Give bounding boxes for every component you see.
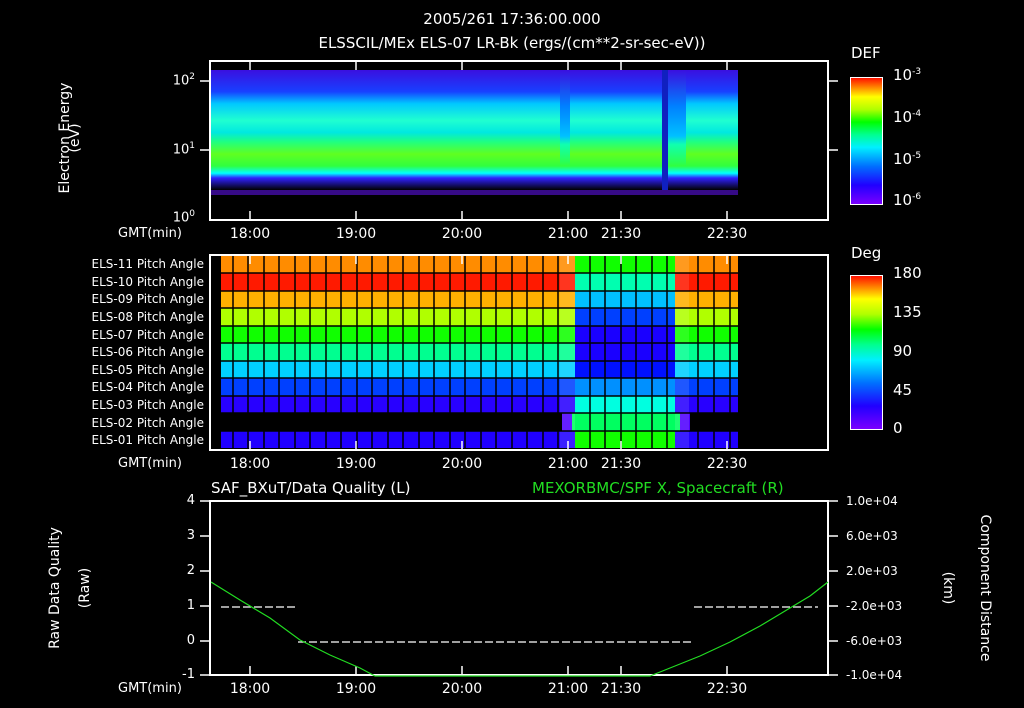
xtick: 21:00 (547, 226, 589, 242)
ytick-left: 4 (186, 493, 195, 508)
panel3-yunit-left: (Raw) (77, 567, 93, 609)
ytick-left: 3 (186, 528, 195, 543)
ytick-right: 1.0e+04 (846, 494, 898, 508)
xtick: 19:00 (335, 456, 377, 472)
panel3-left-title: SAF_BXuT/Data Quality (L) (211, 479, 411, 497)
xtick: 20:00 (441, 681, 483, 697)
xtick: 22:30 (706, 681, 748, 697)
cbar-tick: 45 (893, 381, 913, 399)
panel1-yunit: (eV) (67, 123, 83, 153)
ytick-right: 6.0e+03 (846, 529, 898, 543)
channel-label-els-08: ELS-08 Pitch Angle (91, 310, 204, 324)
panel3-xlabel: GMT(min) (118, 681, 182, 696)
ytick-right: -1.0e+04 (846, 668, 903, 682)
cbar-tick: 10-3 (893, 66, 922, 84)
xtick: 21:00 (547, 681, 589, 697)
panel2-xlabel: GMT(min) (118, 456, 182, 471)
panel1-xlabel: GMT(min) (118, 226, 182, 241)
xtick: 18:00 (229, 226, 271, 242)
channel-label-els-07: ELS-07 Pitch Angle (91, 328, 204, 342)
xtick: 20:00 (441, 226, 483, 242)
panel3-ylabel-left: Raw Data Quality (47, 527, 63, 649)
channel-label-els-04: ELS-04 Pitch Angle (91, 380, 204, 394)
ytick-1e0: 100 (172, 209, 195, 226)
panel3-ylabel-right: Component Distance (977, 514, 993, 662)
channel-label-els-02: ELS-02 Pitch Angle (91, 416, 204, 430)
xtick: 21:30 (600, 456, 642, 472)
energy-spectrogram (211, 70, 738, 195)
plot-subtitle: ELSSCIL/MEx ELS-07 LR-Bk (ergs/(cm**2-sr… (318, 34, 706, 52)
ytick-1e1: 101 (172, 141, 195, 158)
deg-colorbar-title: Deg (851, 244, 882, 262)
cbar-tick: 90 (893, 342, 913, 360)
ytick-left: 0 (186, 633, 195, 648)
channel-label-els-09: ELS-09 Pitch Angle (91, 292, 204, 306)
panel3-ticks (200, 500, 838, 676)
channel-label-els-03: ELS-03 Pitch Angle (91, 398, 204, 412)
cbar-tick: 135 (893, 303, 922, 321)
xtick: 19:00 (335, 226, 377, 242)
xtick: 20:00 (441, 456, 483, 472)
cbar-tick: 10-6 (893, 191, 922, 209)
channel-label-els-06: ELS-06 Pitch Angle (91, 345, 204, 359)
cbar-tick: 10-4 (893, 108, 922, 126)
channel-label-els-01: ELS-01 Pitch Angle (91, 433, 204, 447)
def-colorbar-title: DEF (851, 44, 881, 62)
ytick-1e2: 102 (172, 72, 195, 89)
panel2-ticks (249, 255, 728, 450)
cbar-tick: 0 (893, 419, 903, 437)
xtick: 21:30 (600, 681, 642, 697)
xtick: 18:00 (229, 681, 271, 697)
def-colorbar (850, 77, 883, 205)
cbar-tick: 180 (893, 264, 922, 282)
xtick: 22:30 (706, 456, 748, 472)
spf-x-series (210, 581, 829, 677)
ytick-left: 1 (186, 598, 195, 613)
panel3-yunit-right: (km) (940, 571, 956, 605)
xtick: 21:30 (600, 226, 642, 242)
ytick-right: 2.0e+03 (846, 564, 898, 578)
panel3-right-title: MEXORBMC/SPF X, Spacecraft (R) (532, 479, 784, 497)
ytick-right: -6.0e+03 (846, 634, 903, 648)
plot-timestamp: 2005/261 17:36:00.000 (423, 10, 601, 28)
channel-label-els-11: ELS-11 Pitch Angle (91, 257, 204, 271)
ytick-left: 2 (186, 563, 195, 578)
data-quality-series (221, 606, 818, 643)
channel-label-els-10: ELS-10 Pitch Angle (91, 275, 204, 289)
channel-label-els-05: ELS-05 Pitch Angle (91, 363, 204, 377)
xtick: 22:30 (706, 226, 748, 242)
ytick-left: -1 (182, 667, 195, 682)
pitch-angle-grid (221, 256, 738, 448)
xtick: 21:00 (547, 456, 589, 472)
deg-colorbar (850, 275, 883, 430)
ytick-right: -2.0e+03 (846, 599, 903, 613)
cbar-tick: 10-5 (893, 150, 922, 168)
panel1-ticks (200, 61, 838, 220)
xtick: 19:00 (335, 681, 377, 697)
xtick: 18:00 (229, 456, 271, 472)
